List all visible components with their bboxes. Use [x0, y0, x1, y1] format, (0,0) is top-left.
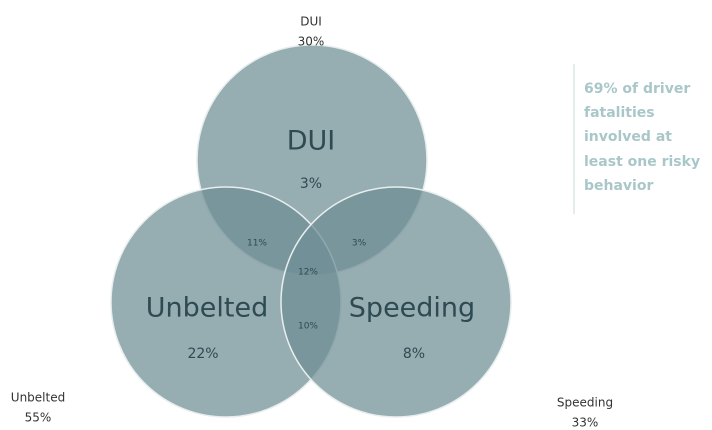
overlap-value: 11% — [247, 239, 267, 249]
overlap-value: 3% — [352, 239, 367, 249]
set-name: DUI — [300, 15, 322, 29]
set-name: Unbelted — [11, 391, 65, 405]
set-only: 3% — [300, 176, 322, 192]
set-name: Speeding — [557, 396, 613, 410]
callout-line: least one risky — [584, 154, 700, 170]
set-total: 33% — [572, 416, 599, 430]
set-label: Unbelted — [146, 293, 268, 324]
set-total: 30% — [298, 35, 325, 49]
speeding-circle — [280, 186, 512, 418]
set-only: 8% — [403, 346, 425, 362]
overlap-value: 10% — [298, 322, 318, 332]
callout-line: fatalities — [584, 105, 655, 121]
overlap-value: 12% — [298, 268, 318, 278]
callout-line: 69% of driver — [584, 81, 690, 97]
set-label: DUI — [287, 126, 336, 157]
set-label: Speeding — [349, 293, 475, 324]
set-only: 22% — [187, 346, 218, 362]
set-total: 55% — [25, 411, 52, 425]
callout-line: behavior — [584, 178, 653, 194]
callout-line: involved at — [584, 129, 672, 145]
